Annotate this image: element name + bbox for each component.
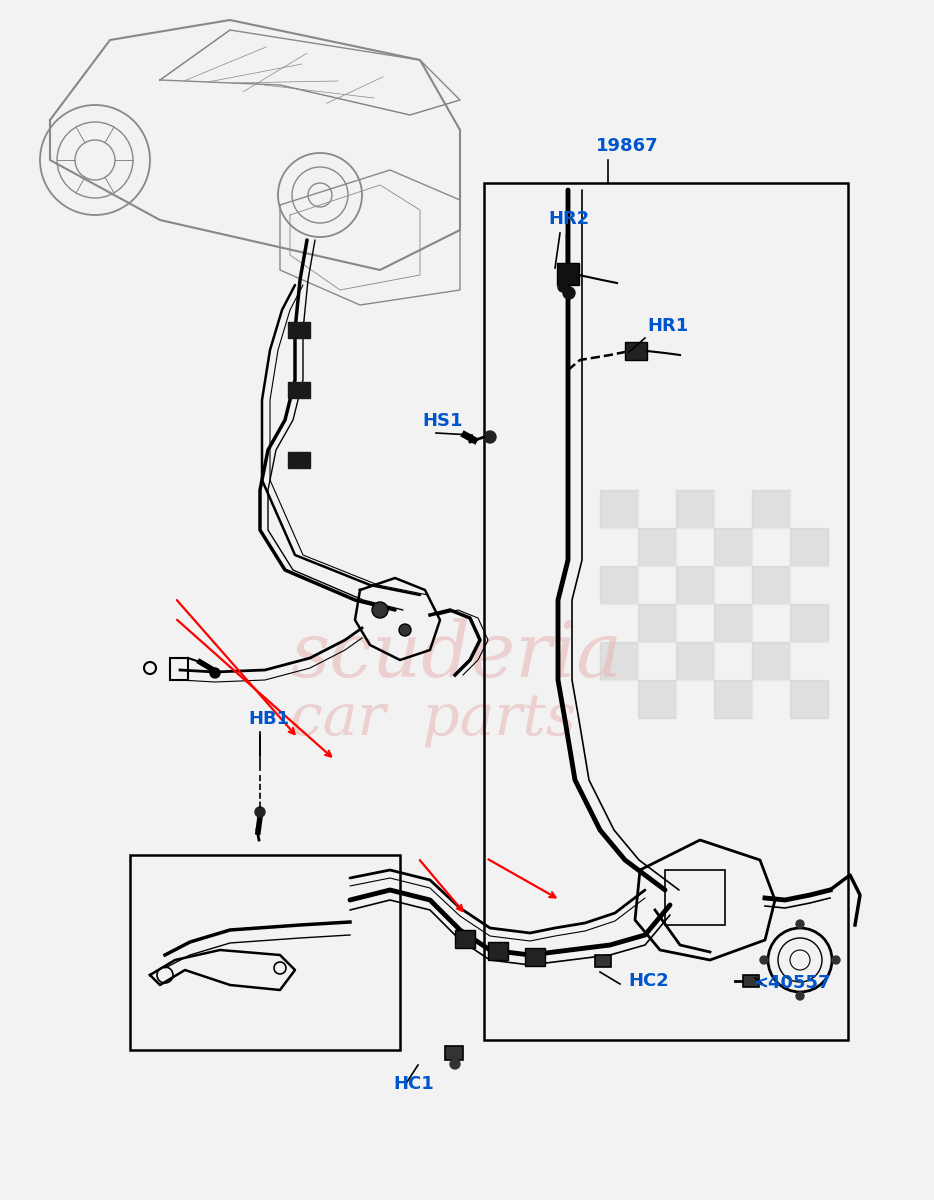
Bar: [752, 566, 790, 604]
Circle shape: [563, 287, 575, 299]
Bar: [638, 604, 676, 642]
Bar: [600, 642, 638, 680]
Bar: [790, 528, 828, 566]
Bar: [790, 490, 828, 528]
Bar: [676, 680, 714, 718]
Text: HS1: HS1: [422, 412, 462, 430]
Text: car  parts: car parts: [290, 691, 576, 749]
Bar: [790, 566, 828, 604]
Bar: [638, 528, 676, 566]
Bar: [525, 948, 545, 966]
Bar: [752, 490, 790, 528]
Bar: [676, 490, 714, 528]
Bar: [743, 974, 759, 986]
Bar: [600, 566, 638, 604]
Bar: [714, 528, 752, 566]
Circle shape: [255, 806, 265, 817]
Bar: [484, 182, 848, 1040]
Bar: [288, 452, 310, 468]
Text: HB1: HB1: [248, 710, 290, 728]
Bar: [557, 263, 579, 284]
Bar: [714, 566, 752, 604]
Bar: [455, 930, 475, 948]
Bar: [676, 642, 714, 680]
Bar: [676, 528, 714, 566]
Circle shape: [796, 992, 804, 1000]
Bar: [676, 604, 714, 642]
Bar: [600, 680, 638, 718]
Bar: [600, 490, 638, 528]
Circle shape: [760, 956, 768, 964]
Bar: [638, 490, 676, 528]
Bar: [595, 955, 611, 967]
Bar: [714, 604, 752, 642]
Bar: [790, 680, 828, 718]
Text: scuderia: scuderia: [290, 619, 622, 692]
Bar: [752, 528, 790, 566]
Bar: [600, 604, 638, 642]
Text: 19867: 19867: [596, 137, 658, 155]
Text: HR2: HR2: [548, 210, 589, 228]
Bar: [130, 854, 400, 1050]
Bar: [600, 528, 638, 566]
Bar: [752, 680, 790, 718]
Bar: [445, 1046, 463, 1060]
Circle shape: [484, 431, 496, 443]
Bar: [714, 490, 752, 528]
Bar: [752, 642, 790, 680]
Text: <40557: <40557: [753, 974, 830, 992]
Text: HC2: HC2: [628, 972, 669, 990]
Bar: [665, 870, 725, 925]
Bar: [638, 642, 676, 680]
Bar: [752, 604, 790, 642]
Circle shape: [210, 668, 220, 678]
Bar: [638, 680, 676, 718]
Bar: [714, 680, 752, 718]
Bar: [288, 322, 310, 338]
Circle shape: [399, 624, 411, 636]
Bar: [625, 342, 647, 360]
Bar: [488, 942, 508, 960]
Circle shape: [558, 282, 568, 292]
Bar: [170, 658, 188, 680]
Circle shape: [450, 1058, 460, 1069]
Bar: [676, 566, 714, 604]
Circle shape: [372, 602, 388, 618]
Text: HC1: HC1: [393, 1075, 433, 1093]
Circle shape: [832, 956, 840, 964]
Bar: [790, 642, 828, 680]
Circle shape: [796, 920, 804, 928]
Bar: [288, 382, 310, 398]
Bar: [638, 566, 676, 604]
Bar: [714, 642, 752, 680]
Bar: [790, 604, 828, 642]
Text: HR1: HR1: [647, 317, 688, 335]
